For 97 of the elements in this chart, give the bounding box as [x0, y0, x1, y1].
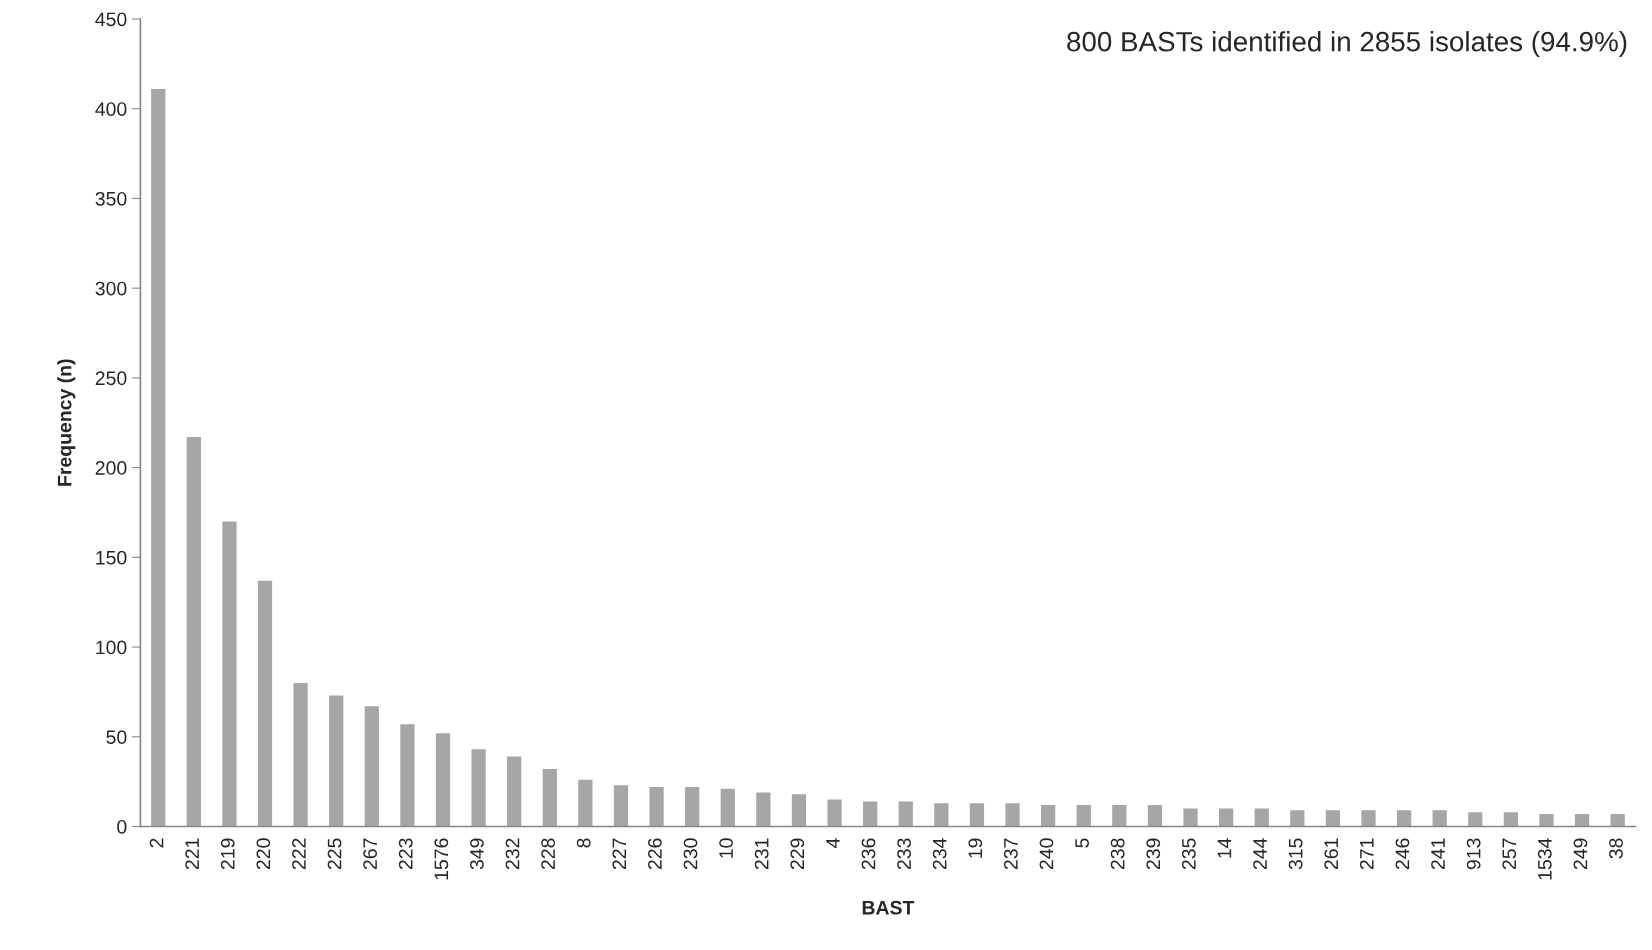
bar — [1574, 813, 1590, 827]
x-tick-label: 349 — [470, 838, 484, 870]
bar — [827, 799, 842, 827]
bar — [471, 749, 486, 827]
bar — [613, 785, 629, 827]
x-tick-label: 5 — [1075, 838, 1089, 848]
bar — [1183, 808, 1198, 827]
x-tick-label: 19 — [968, 838, 983, 858]
x-tick-label: 257 — [1502, 838, 1517, 870]
x-tick-label: 230 — [683, 838, 698, 870]
y-tick-label: 450 — [95, 12, 127, 27]
bar — [791, 794, 807, 827]
x-tick-label: 236 — [861, 838, 876, 870]
bar — [1290, 810, 1305, 827]
y-tick-label: 300 — [95, 281, 127, 296]
x-tick-label: 241 — [1431, 838, 1445, 870]
y-tick-label: 50 — [106, 730, 127, 745]
x-tick-label: 227 — [612, 838, 626, 870]
x-tick-label: 225 — [327, 838, 342, 870]
x-tick-label: 249 — [1573, 838, 1588, 870]
x-tick-label: 244 — [1253, 838, 1267, 870]
x-tick-label: 232 — [505, 838, 520, 870]
x-tick-label: 234 — [932, 838, 947, 870]
y-tick-label: 350 — [95, 191, 127, 206]
bar — [1539, 813, 1554, 827]
y-tick-label: 150 — [96, 550, 127, 565]
x-tick-label: 267 — [363, 838, 378, 870]
bar — [934, 803, 949, 827]
bar — [400, 724, 415, 827]
x-tick-label: 261 — [1324, 838, 1339, 870]
x-tick-label: 2 — [149, 838, 164, 848]
bar — [863, 801, 878, 827]
bar — [435, 733, 451, 827]
y-tick-label: 100 — [96, 640, 127, 655]
x-tick-label: 238 — [1110, 838, 1125, 870]
bar — [1610, 813, 1625, 827]
bar — [186, 437, 201, 827]
x-tick-label: 8 — [576, 838, 591, 848]
bar — [898, 801, 913, 827]
bar — [720, 788, 735, 827]
bar — [1005, 803, 1020, 827]
x-tick-label: 221 — [185, 838, 199, 870]
bar — [1041, 804, 1056, 827]
x-tick-label: 1576 — [434, 838, 449, 880]
x-tick-label: 14 — [1217, 838, 1232, 858]
x-tick-label: 228 — [541, 838, 555, 870]
bar — [542, 769, 557, 827]
bar — [649, 787, 664, 827]
bar — [1503, 812, 1519, 827]
x-tick-label: 271 — [1359, 838, 1374, 870]
bar — [1219, 808, 1234, 827]
bar — [756, 792, 771, 827]
x-tick-label: 1534 — [1537, 838, 1552, 880]
x-tick-label: 226 — [648, 838, 662, 870]
bar — [293, 682, 308, 827]
bar — [685, 787, 700, 827]
bar — [1468, 812, 1483, 827]
x-tick-label: 240 — [1039, 838, 1054, 870]
x-tick-label: 219 — [220, 838, 235, 870]
bar — [969, 803, 985, 827]
x-tick-label: 913 — [1466, 838, 1481, 870]
y-tick-label: 250 — [95, 371, 127, 386]
bar — [1147, 804, 1163, 827]
x-tick-label: 220 — [256, 838, 271, 870]
bar — [151, 88, 166, 827]
x-tick-label: 222 — [292, 838, 306, 870]
bar — [1432, 810, 1447, 827]
x-tick-label: 4 — [826, 838, 840, 848]
x-tick-label: 315 — [1288, 838, 1303, 870]
bar — [1361, 810, 1376, 827]
y-tick-label: 400 — [95, 102, 127, 116]
x-tick-label: 229 — [790, 838, 805, 870]
x-tick-label: 237 — [1003, 838, 1018, 870]
bar — [364, 706, 379, 827]
x-tick-label: 231 — [754, 838, 769, 870]
bar — [507, 756, 522, 827]
bar — [1112, 804, 1127, 827]
y-axis-title: Frequency (n) — [57, 359, 76, 486]
y-tick-label: 200 — [95, 461, 127, 475]
bar — [329, 695, 344, 827]
bar — [257, 580, 273, 827]
annotation: 800 BASTs identified in 2855 isolates (94.9%) — [1067, 31, 1627, 57]
x-tick-label: 223 — [398, 838, 413, 870]
bar — [222, 521, 237, 827]
x-tick-label: 10 — [719, 838, 733, 858]
x-axis-title: BAST — [862, 900, 915, 915]
bar — [1325, 810, 1341, 827]
bar — [1254, 808, 1269, 827]
bar — [1076, 804, 1091, 827]
bar — [1396, 810, 1412, 827]
x-tick-label: 235 — [1181, 838, 1196, 870]
x-tick-label: 233 — [897, 838, 911, 870]
x-tick-label: 38 — [1609, 838, 1623, 859]
y-tick-label: 0 — [117, 819, 127, 834]
bar — [578, 779, 593, 827]
x-tick-label: 239 — [1146, 838, 1161, 870]
x-tick-label: 246 — [1395, 838, 1410, 870]
